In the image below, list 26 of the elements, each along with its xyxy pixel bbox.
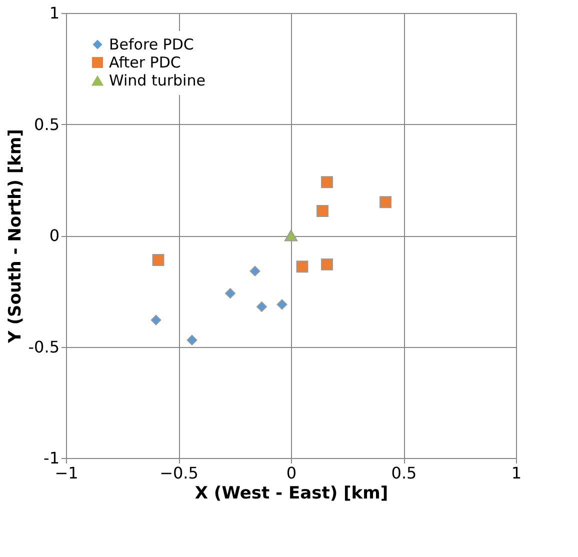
point [321, 258, 333, 270]
point [150, 314, 162, 326]
point [225, 288, 236, 299]
y-tick-label: 0 [49, 226, 60, 245]
point [186, 334, 198, 346]
point [256, 301, 267, 312]
y-tick-label: 0.5 [34, 114, 60, 134]
x-tick-label: −0.5 [160, 464, 198, 482]
point [380, 196, 392, 208]
legend-label: Before PDC [109, 36, 194, 54]
x-tick-label: 0 [286, 464, 297, 482]
point [250, 266, 260, 276]
point [284, 230, 298, 242]
point [316, 205, 328, 217]
y-axis-title: Y (South - North) [km] [5, 129, 26, 344]
y-tick-label: 1 [49, 4, 60, 22]
x-tick-label: 1 [511, 464, 522, 482]
point [296, 260, 308, 273]
point [152, 254, 164, 266]
point [276, 299, 288, 310]
y-tick-label: -0.5 [28, 337, 60, 356]
point [321, 176, 333, 188]
x-axis-title: X (West - East) [km] [194, 484, 388, 504]
legend-label: After PDC [109, 54, 181, 72]
legend-label: Wind turbine [109, 72, 206, 90]
x-tick-label: 0.5 [391, 464, 417, 482]
